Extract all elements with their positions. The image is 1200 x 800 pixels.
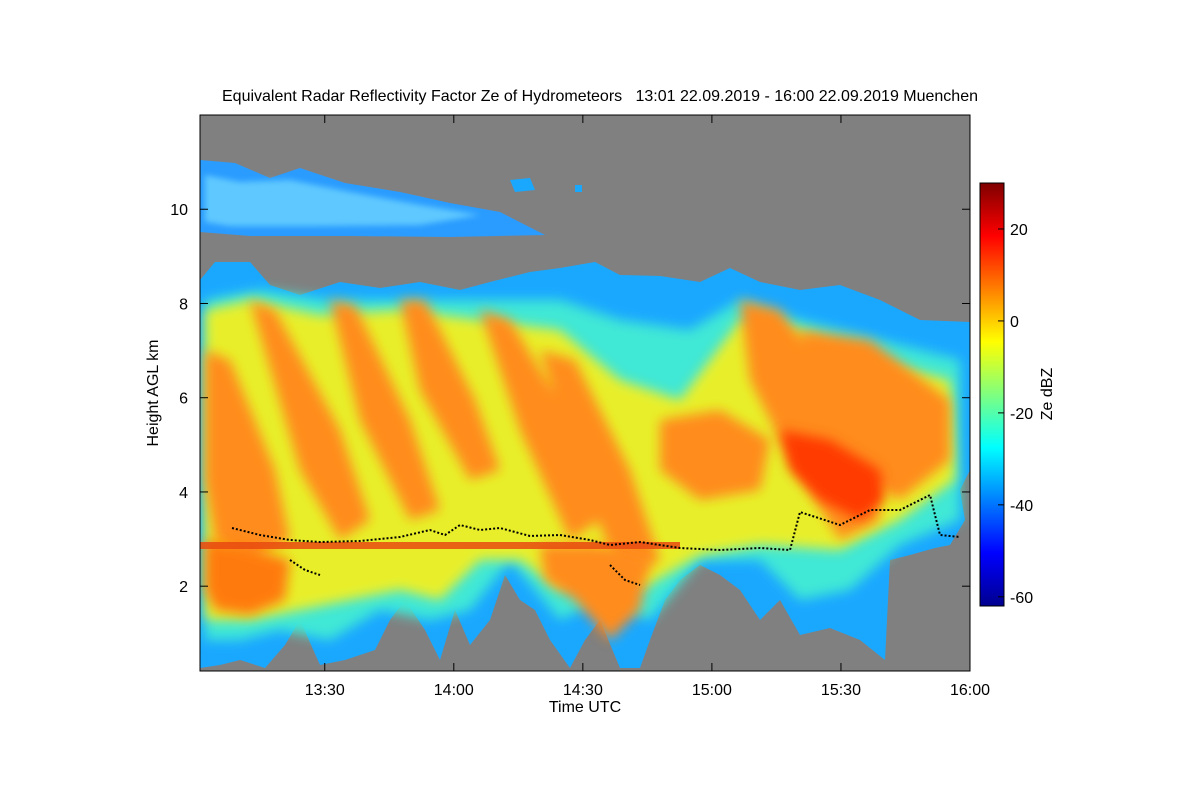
colorbar-ticks: 20 0 -20 -40 -60 xyxy=(998,222,1033,607)
colorbar-tick-label: -60 xyxy=(1010,590,1033,607)
y-tick-label: 10 xyxy=(170,202,188,219)
cloud-base-dots-3 xyxy=(609,564,641,586)
y-axis: 2 4 6 8 10 xyxy=(170,202,970,596)
x-tick-label: 16:00 xyxy=(950,682,990,699)
x-axis: 13:30 14:00 14:30 15:00 15:30 16:00 xyxy=(305,115,990,699)
chart-title: Equivalent Radar Reflectivity Factor Ze … xyxy=(222,88,978,105)
fallstreaks xyxy=(205,300,950,580)
x-tick-label: 14:00 xyxy=(434,682,474,699)
y-axis-label: Height AGL km xyxy=(145,339,162,446)
plot-frame xyxy=(199,114,971,672)
y-tick-label: 8 xyxy=(179,296,188,313)
x-tick-label: 14:30 xyxy=(563,682,603,699)
x-tick-label: 13:30 xyxy=(305,682,345,699)
colorbar-tick-label: -20 xyxy=(1010,406,1033,423)
colorbar-tick-label: 20 xyxy=(1010,222,1028,239)
y-tick-label: 6 xyxy=(179,391,188,408)
x-axis-label: Time UTC xyxy=(549,699,621,716)
colorbar xyxy=(979,182,1005,607)
colorbar-label: Ze dBZ xyxy=(1039,368,1056,421)
reflectivity-field xyxy=(200,160,970,668)
cirrus-band-inner xyxy=(205,175,480,226)
low-orange-layer-2 xyxy=(540,545,650,640)
x-tick-label: 15:30 xyxy=(821,682,861,699)
y-tick-label: 4 xyxy=(179,485,188,502)
cloud-top-fragments xyxy=(510,178,582,192)
cloud-base-dots-2 xyxy=(289,559,321,576)
low-orange-layer xyxy=(205,540,290,615)
y-tick-label: 2 xyxy=(179,579,188,596)
x-tick-label: 15:00 xyxy=(692,682,732,699)
melting-layer xyxy=(200,542,680,549)
colorbar-tick-label: -40 xyxy=(1010,498,1033,515)
colorbar-tick-label: 0 xyxy=(1010,314,1019,331)
red-core xyxy=(780,430,885,520)
